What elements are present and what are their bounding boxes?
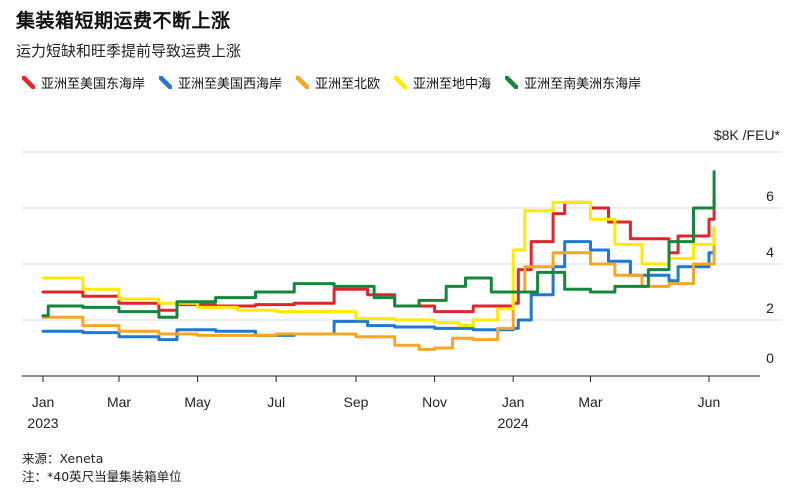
legend-swatch [22,75,35,89]
legend-label: 亚洲至地中海 [413,76,492,92]
y-tick-label: 4 [766,244,774,260]
y-tick-label: 6 [766,188,774,204]
x-tick-label: Nov [422,394,447,410]
legend-swatch [394,75,408,89]
y-unit-label: $8K /FEU* [714,127,781,143]
series-line [41,170,716,319]
legend-label: 亚洲至美国西海岸 [178,76,283,92]
legend-item: 亚洲至美国西海岸 [159,70,282,94]
legend-item: 亚洲至南美洲东海岸 [505,70,641,94]
legend-swatch [296,75,310,89]
legend-item: 亚洲至北欧 [296,70,380,94]
footnote: 注：*40英尺当量集装箱单位 [22,469,182,484]
x-tick-label: Mar [578,394,602,410]
x-tick-label: Sep [344,394,369,410]
legend-swatch [159,75,173,89]
legend: 亚洲至美国东海岸 亚洲至美国西海岸 亚洲至北欧 亚洲至地中海 亚洲至南美洲东海岸 [22,70,682,94]
y-tick-label: 0 [766,350,774,366]
series-line [41,198,716,314]
x-year-label: 2024 [498,415,529,431]
x-year-label: 2023 [27,415,58,431]
legend-label: 亚洲至北欧 [315,76,381,92]
series-line [41,245,716,351]
x-tick-label: Jun [698,394,721,410]
x-tick-label: Jan [32,394,55,410]
legend-item: 亚洲至美国东海岸 [22,70,145,94]
legend-item: 亚洲至地中海 [394,70,491,94]
chart-title: 集装箱短期运费不断上涨 [16,10,231,32]
series-line [41,200,716,328]
x-tick-label: Jul [267,394,285,410]
x-tick-label: May [184,394,210,410]
source-note: 来源：Xeneta [22,451,104,466]
legend-label: 亚洲至南美洲东海岸 [524,76,642,92]
legend-label: 亚洲至美国东海岸 [41,76,146,92]
chart-subtitle: 运力短缺和旺季提前导致运费上涨 [16,42,242,60]
x-tick-label: Jan [502,394,525,410]
y-tick-label: 2 [766,300,774,316]
series-line [41,228,716,342]
legend-swatch [505,75,519,89]
x-tick-label: Mar [107,394,131,410]
